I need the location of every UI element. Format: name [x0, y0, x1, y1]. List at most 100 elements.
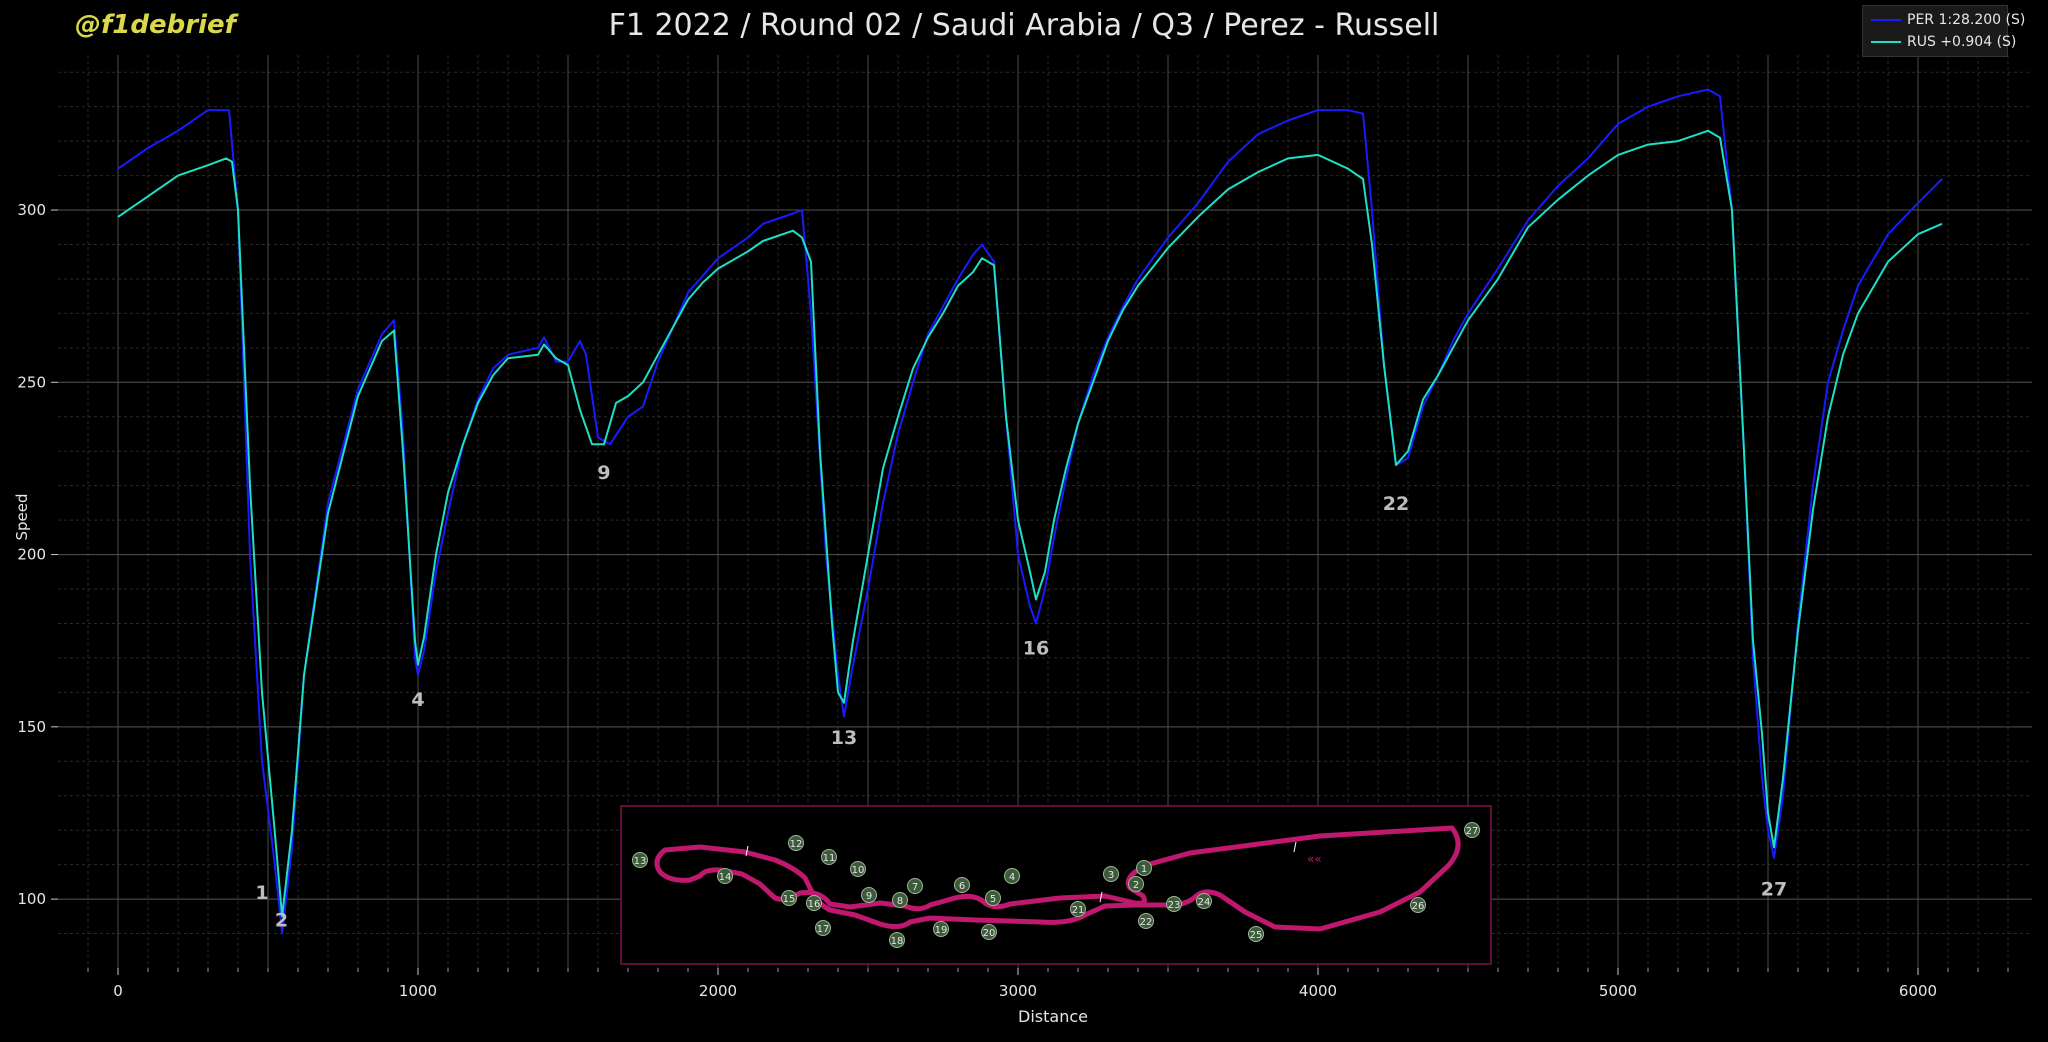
x-axis-label: Distance: [1018, 1007, 1088, 1026]
track-corner-marker: 14: [717, 868, 733, 884]
track-corner-circle: [985, 890, 1001, 906]
track-corner-marker: 7: [907, 878, 923, 894]
sector-marker: [1293, 841, 1297, 853]
track-corner-marker: 25: [1248, 926, 1264, 942]
track-corner-number: 19: [935, 925, 948, 936]
legend-label-per: PER 1:28.200 (S): [1907, 12, 2026, 28]
corner-label: 13: [831, 727, 857, 749]
corner-label: 9: [597, 462, 610, 484]
track-corner-number: 10: [852, 865, 865, 876]
chart-title: F1 2022 / Round 02 / Saudi Arabia / Q3 /…: [608, 8, 1440, 43]
sector-marker: [745, 845, 749, 857]
x-tick-label: 0: [113, 982, 123, 1000]
track-corner-number: 9: [866, 891, 872, 902]
track-corner-circle: [892, 892, 908, 908]
y-tick-label: 200: [17, 546, 46, 564]
track-corner-marker: 10: [850, 861, 866, 877]
grid-lines: [58, 55, 2032, 968]
corner-label: 27: [1761, 879, 1787, 901]
track-corner-marker: 15: [781, 890, 797, 906]
track-corner-circle: [781, 890, 797, 906]
track-corner-number: 24: [1198, 897, 1211, 908]
series-line-rus: [117, 129, 1943, 918]
y-tick-label: 150: [17, 718, 46, 736]
y-tick-label: 300: [17, 201, 46, 219]
sector-marker: [1099, 891, 1103, 903]
track-corner-circle: [632, 852, 648, 868]
track-corner-circle: [1196, 893, 1212, 909]
track-corner-circle: [717, 868, 733, 884]
axes: 0 1000 2000 3000 4000 5000 6000 100 150 200 250 300: [17, 201, 2009, 1000]
track-corner-circle: [806, 895, 822, 911]
track-corner-circle: [889, 932, 905, 948]
track-corner-marker: 1: [1136, 860, 1152, 876]
track-corner-number: 17: [817, 924, 830, 935]
corner-label: 2: [275, 910, 288, 932]
track-corner-number: 2: [1133, 880, 1139, 891]
legend-item-per: PER 1:28.200 (S): [1871, 10, 2025, 30]
track-corner-number: 1: [1141, 864, 1147, 875]
track-corner-circle: [981, 924, 997, 940]
track-corner-marker: 16: [806, 895, 822, 911]
track-corner-marker: 21: [1070, 901, 1086, 917]
track-corner-number: 4: [1009, 872, 1015, 883]
track-corner-circle: [1138, 913, 1154, 929]
x-tick-label: 4000: [1299, 982, 1337, 1000]
track-corner-number: 13: [634, 856, 647, 867]
y-tick-label: 100: [17, 890, 46, 908]
corner-label: 1: [255, 882, 268, 904]
track-corner-marker: 26: [1410, 897, 1426, 913]
track-corner-circle: [788, 835, 804, 851]
track-corner-circle: [1136, 860, 1152, 876]
track-corner-number: 20: [983, 928, 996, 939]
track-corner-number: 18: [891, 936, 904, 947]
track-corner-circle: [1248, 926, 1264, 942]
track-corner-marker: 23: [1166, 896, 1182, 912]
track-corner-marker: 5: [985, 890, 1001, 906]
track-corner-marker: 11: [821, 849, 837, 865]
start-direction-arrows: ««: [1307, 852, 1322, 866]
track-corner-circle: [1004, 868, 1020, 884]
track-corner-circle: [933, 921, 949, 937]
track-corner-marker: 18: [889, 932, 905, 948]
track-corner-number: 27: [1466, 826, 1479, 837]
legend: PER 1:28.200 (S) RUS +0.904 (S): [1862, 5, 2025, 57]
track-corner-marker: 13: [632, 852, 648, 868]
corner-label: 4: [411, 689, 424, 711]
track-corner-number: 11: [823, 853, 836, 864]
track-corner-marker: 20: [981, 924, 997, 940]
track-corner-number: 14: [719, 872, 732, 883]
track-corner-marker: 8: [892, 892, 908, 908]
track-corner-marker: 9: [861, 887, 877, 903]
track-corner-circle: [1410, 897, 1426, 913]
brand-watermark: @f1debrief: [75, 10, 236, 40]
legend-item-rus: RUS +0.904 (S): [1871, 32, 2016, 52]
track-corner-circle: [1128, 876, 1144, 892]
track-corner-marker: 27: [1464, 822, 1480, 838]
track-corner-marker: 6: [954, 877, 970, 893]
track-corner-number: 21: [1072, 905, 1085, 916]
track-corner-circle: [1103, 866, 1119, 882]
track-corner-circle: [907, 878, 923, 894]
track-corner-number: 5: [990, 894, 996, 905]
track-corner-circle: [850, 861, 866, 877]
corner-label: 16: [1023, 637, 1049, 659]
y-axis-label: Speed: [13, 493, 31, 540]
track-corner-circle: [861, 887, 877, 903]
series-lines: [117, 88, 1943, 935]
track-corner-number: 15: [783, 894, 796, 905]
track-corner-circle: [1464, 822, 1480, 838]
x-tick-label: 1000: [399, 982, 437, 1000]
track-corner-marker: 4: [1004, 868, 1020, 884]
track-corner-number: 3: [1108, 870, 1114, 881]
legend-swatch-per: [1871, 19, 1901, 21]
track-corner-marker: 12: [788, 835, 804, 851]
track-corner-circle: [821, 849, 837, 865]
track-corner-number: 8: [897, 896, 903, 907]
track-corner-marker: 17: [815, 920, 831, 936]
x-tick-label: 3000: [999, 982, 1037, 1000]
legend-label-rus: RUS +0.904 (S): [1907, 34, 2017, 50]
track-corner-number: 25: [1250, 930, 1263, 941]
